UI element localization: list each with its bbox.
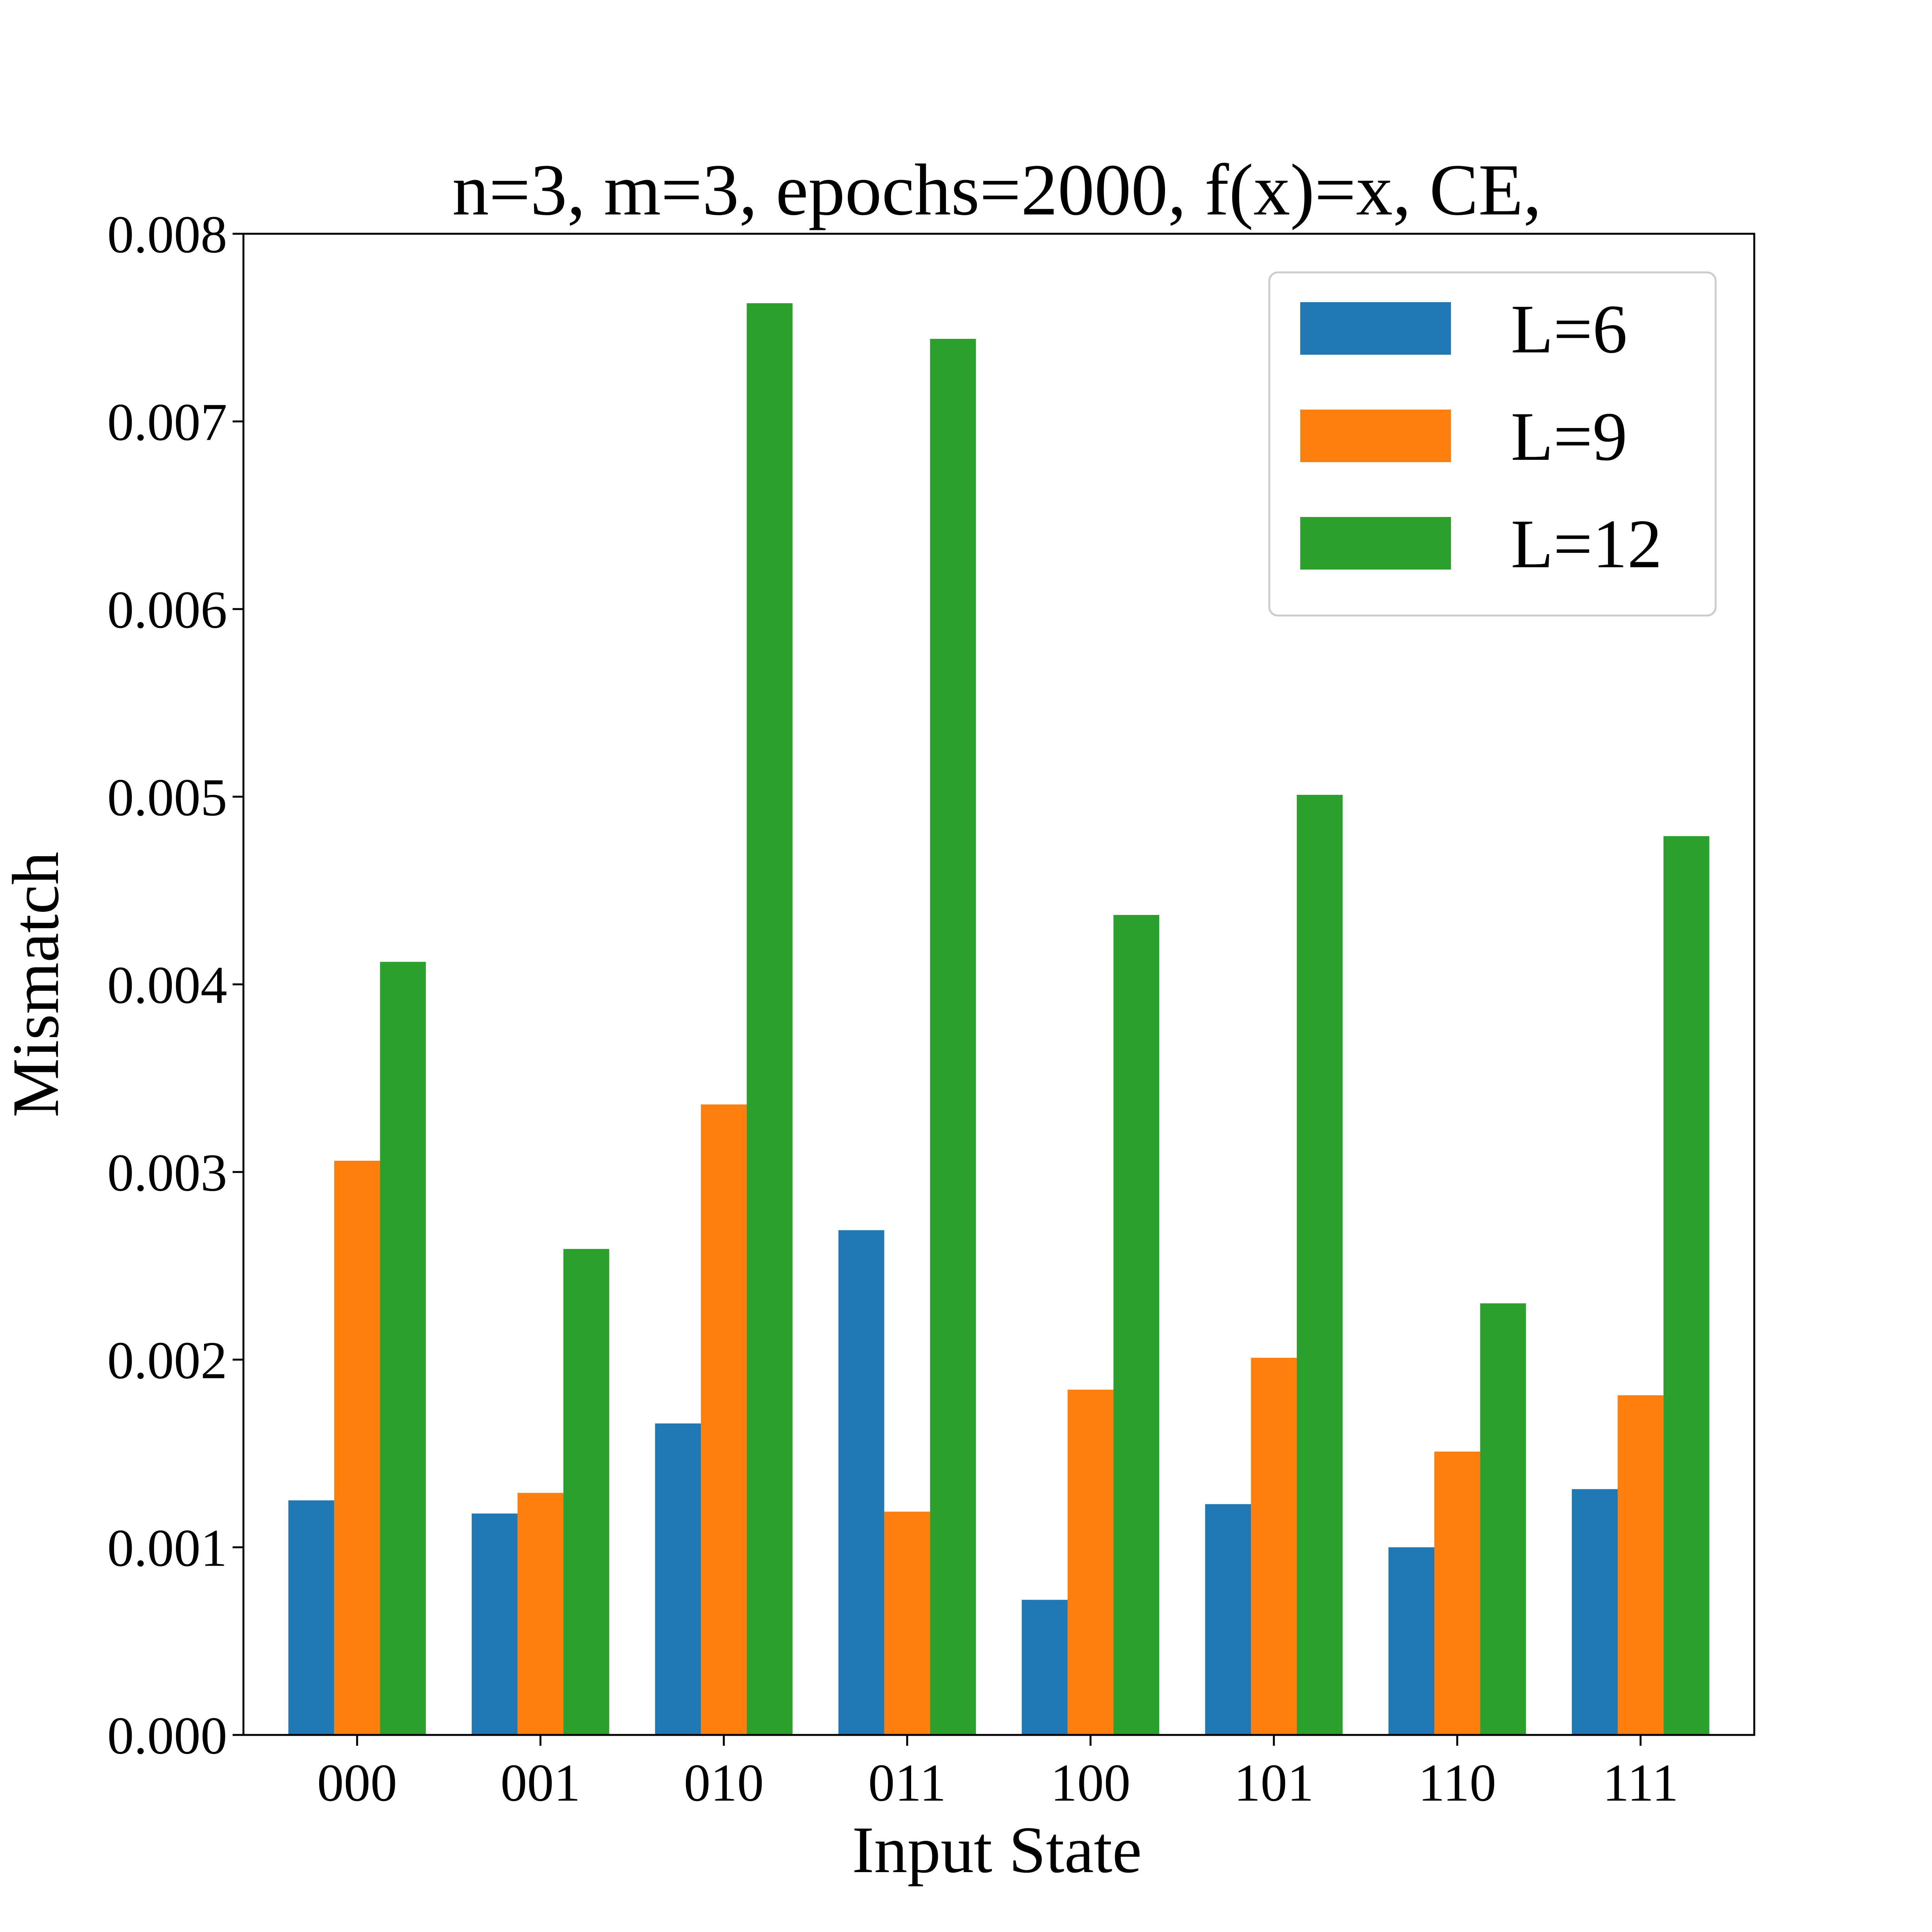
bar-L=12-110 bbox=[1480, 1303, 1526, 1735]
bar-L=9-011 bbox=[884, 1512, 930, 1735]
x-tick-label: 110 bbox=[1418, 1753, 1496, 1812]
bar-L=6-101 bbox=[1205, 1504, 1251, 1735]
bar-L=6-111 bbox=[1571, 1489, 1618, 1735]
x-tick-label: 001 bbox=[500, 1753, 580, 1812]
x-tick-label: 101 bbox=[1234, 1753, 1314, 1812]
y-tick-label: 0.006 bbox=[107, 580, 228, 639]
bar-L=9-101 bbox=[1251, 1357, 1297, 1735]
bar-L=9-111 bbox=[1617, 1395, 1664, 1735]
bars-group bbox=[288, 303, 1709, 1735]
bar-L=12-010 bbox=[747, 303, 793, 1735]
y-tick-label: 0.008 bbox=[107, 205, 228, 264]
bar-L=9-000 bbox=[334, 1160, 380, 1735]
bar-L=12-111 bbox=[1663, 836, 1709, 1735]
legend-label-L=12: L=12 bbox=[1511, 505, 1662, 582]
x-axis-label: Input State bbox=[852, 1813, 1142, 1887]
legend-swatch-L=6 bbox=[1300, 302, 1451, 355]
x-tick-label: 011 bbox=[868, 1753, 946, 1812]
bar-L=6-010 bbox=[655, 1423, 701, 1735]
y-tick-label: 0.003 bbox=[107, 1143, 228, 1202]
x-tick-label: 000 bbox=[317, 1753, 397, 1812]
bar-L=12-100 bbox=[1113, 915, 1160, 1735]
x-tick-label: 111 bbox=[1602, 1753, 1679, 1812]
legend-label-L=9: L=9 bbox=[1511, 398, 1627, 475]
y-tick-label: 0.007 bbox=[107, 393, 228, 452]
legend-items: L=6 L=9 L=12 bbox=[1300, 291, 1662, 582]
bar-L=6-001 bbox=[471, 1513, 518, 1735]
bar-L=12-101 bbox=[1297, 795, 1343, 1735]
bar-L=9-010 bbox=[701, 1104, 747, 1735]
y-axis-label: Mismatch bbox=[0, 852, 73, 1117]
y-tick-label: 0.004 bbox=[107, 956, 228, 1015]
y-tick-label: 0.002 bbox=[107, 1331, 228, 1390]
bar-L=9-001 bbox=[517, 1493, 564, 1735]
legend-swatch-L=9 bbox=[1300, 410, 1451, 462]
bar-L=12-011 bbox=[930, 338, 976, 1735]
y-tick-label: 0.000 bbox=[107, 1706, 228, 1765]
x-axis: 000 001 010 011 100 101 110 111 bbox=[317, 1735, 1679, 1812]
y-axis: 0.000 0.001 0.002 0.003 0.004 0.005 0.006 0.007… bbox=[107, 205, 243, 1765]
bar-L=12-001 bbox=[563, 1249, 609, 1735]
x-tick-label: 010 bbox=[684, 1753, 764, 1812]
y-tick-label: 0.005 bbox=[107, 768, 228, 827]
legend-swatch-L=12 bbox=[1300, 517, 1451, 570]
x-tick-label: 100 bbox=[1051, 1753, 1131, 1812]
bar-L=9-100 bbox=[1067, 1389, 1114, 1735]
bar-L=9-110 bbox=[1434, 1451, 1480, 1735]
legend-label-L=6: L=6 bbox=[1511, 291, 1627, 367]
bar-L=6-110 bbox=[1388, 1547, 1434, 1735]
chart-title: n=3, m=3, epochs=2000, f(x)=x, CE, bbox=[452, 150, 1541, 231]
y-tick-label: 0.001 bbox=[107, 1518, 228, 1577]
legend: L=6 L=9 L=12 bbox=[1268, 271, 1717, 617]
bar-L=6-011 bbox=[838, 1230, 884, 1735]
bar-L=12-000 bbox=[380, 962, 426, 1735]
bar-L=6-100 bbox=[1022, 1600, 1068, 1735]
bar-L=6-000 bbox=[288, 1500, 334, 1735]
